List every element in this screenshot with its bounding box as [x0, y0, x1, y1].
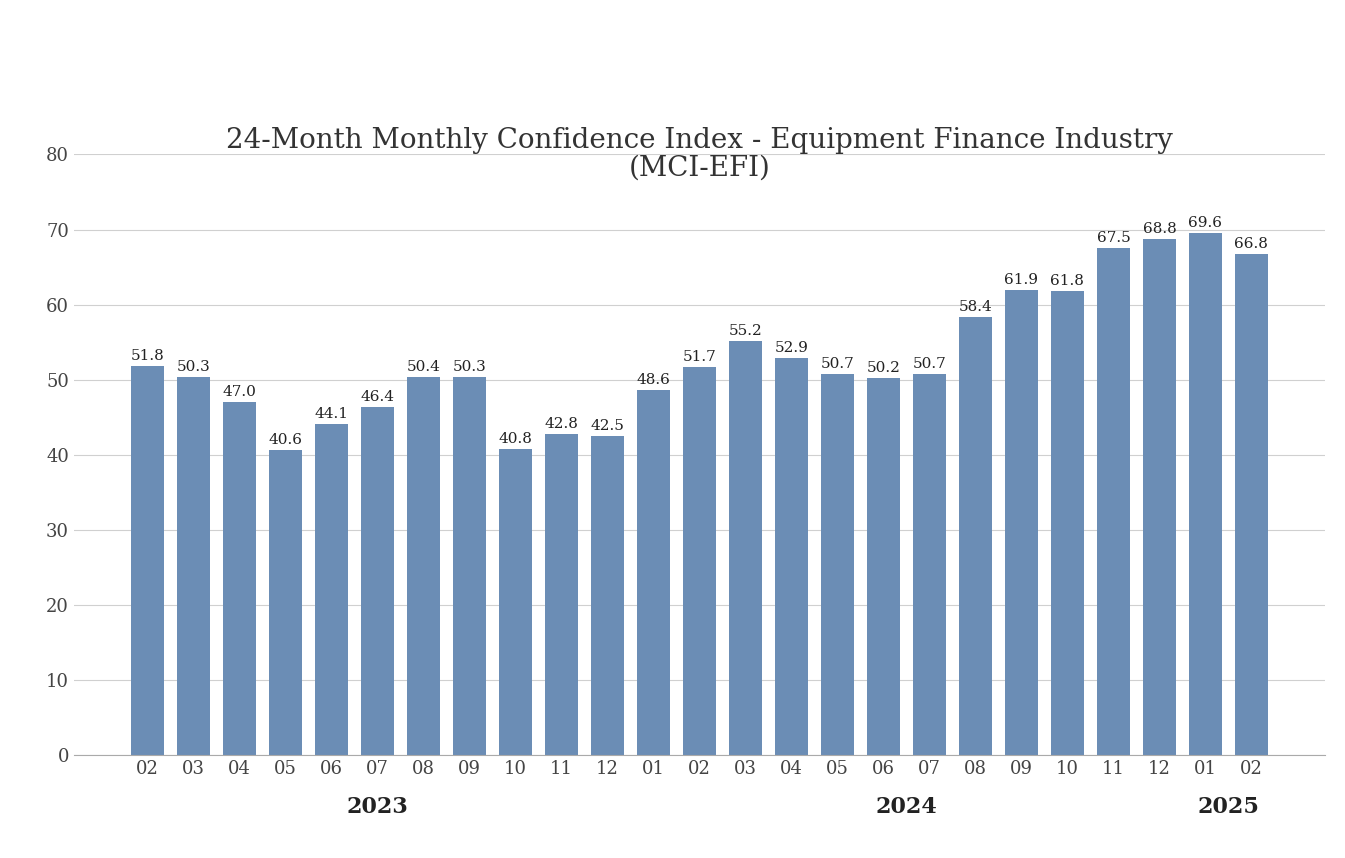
Bar [269, 450, 303, 755]
Bar [590, 436, 624, 755]
Text: 61.8: 61.8 [1050, 274, 1084, 288]
Text: 50.3: 50.3 [176, 360, 210, 374]
Text: 50.3: 50.3 [452, 360, 487, 374]
Text: 50.7: 50.7 [912, 358, 947, 372]
Bar [176, 378, 210, 755]
Text: 40.8: 40.8 [499, 432, 533, 446]
Bar [223, 402, 256, 755]
Text: 46.4: 46.4 [360, 390, 394, 404]
Text: 51.7: 51.7 [682, 350, 717, 364]
Text: 67.5: 67.5 [1096, 232, 1130, 245]
Bar [636, 390, 670, 755]
Bar [913, 374, 946, 755]
Bar [1143, 239, 1176, 755]
Text: 2023: 2023 [347, 796, 409, 819]
Text: 42.8: 42.8 [545, 417, 578, 431]
Text: 50.2: 50.2 [866, 361, 900, 375]
Text: 61.9: 61.9 [1005, 274, 1038, 287]
Bar [1235, 254, 1268, 755]
Bar [1096, 248, 1130, 755]
Text: 68.8: 68.8 [1142, 221, 1177, 235]
Text: 69.6: 69.6 [1189, 215, 1223, 229]
Text: 55.2: 55.2 [729, 323, 763, 338]
Bar [820, 374, 854, 755]
Bar [1189, 233, 1223, 755]
Bar [866, 378, 900, 755]
Bar [775, 358, 808, 755]
Text: (MCI-EFI): (MCI-EFI) [628, 154, 771, 181]
Text: 52.9: 52.9 [775, 341, 808, 355]
Text: 42.5: 42.5 [590, 419, 624, 433]
Text: 40.6: 40.6 [269, 433, 303, 447]
Text: 51.8: 51.8 [130, 349, 164, 363]
Bar [315, 424, 348, 755]
Text: 58.4: 58.4 [959, 299, 993, 314]
Text: 24-Month Monthly Confidence Index - Equipment Finance Industry: 24-Month Monthly Confidence Index - Equi… [226, 128, 1173, 154]
Bar [130, 366, 164, 755]
Text: 2025: 2025 [1197, 796, 1259, 819]
Bar [453, 378, 486, 755]
Bar [360, 407, 394, 755]
Text: 47.0: 47.0 [222, 385, 257, 399]
Bar [683, 367, 716, 755]
Text: 48.6: 48.6 [636, 373, 670, 387]
Bar [1050, 291, 1084, 755]
Text: 44.1: 44.1 [315, 407, 348, 421]
Bar [729, 341, 763, 755]
Bar [959, 317, 993, 755]
Bar [406, 377, 440, 755]
Text: 50.4: 50.4 [406, 360, 440, 374]
Text: 50.7: 50.7 [820, 358, 854, 372]
Text: 66.8: 66.8 [1235, 237, 1268, 251]
Bar [499, 449, 533, 755]
Bar [1005, 290, 1038, 755]
Bar [545, 434, 578, 755]
Text: 2024: 2024 [876, 796, 937, 819]
